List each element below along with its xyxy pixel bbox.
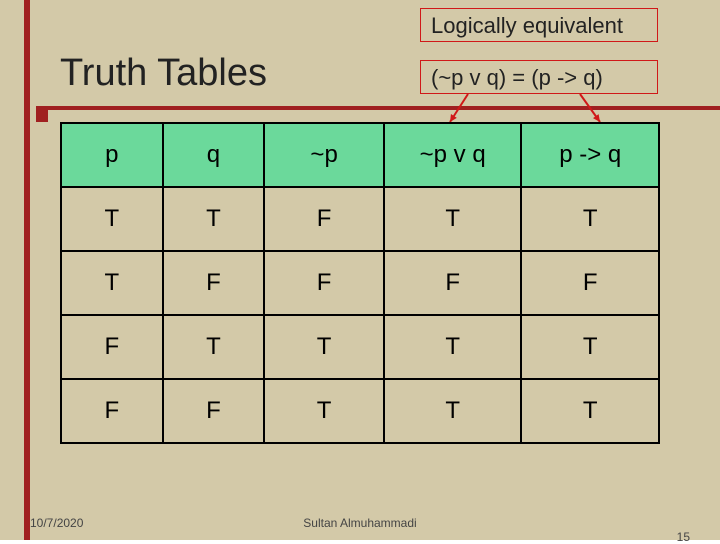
table-cell: F — [384, 251, 522, 315]
table-cell: T — [264, 315, 384, 379]
table-body: TTFTTTFFFFFTTTTFFTTT — [61, 187, 659, 443]
table-header-cell: ~p v q — [384, 123, 522, 187]
table-cell: T — [521, 379, 659, 443]
callout-equation: (~p v q) = (p -> q) — [420, 60, 658, 94]
table-header-cell: q — [163, 123, 265, 187]
table-cell: T — [264, 379, 384, 443]
callout-logically-equivalent: Logically equivalent — [420, 8, 658, 42]
footer-author: Sultan Almuhammadi — [0, 516, 720, 530]
table-cell: F — [163, 251, 265, 315]
table-cell: F — [521, 251, 659, 315]
table-cell: T — [163, 187, 265, 251]
table-cell: T — [61, 251, 163, 315]
slide-footer: 10/7/2020 Sultan Almuhammadi 15 — [0, 516, 720, 530]
table-header-cell: p -> q — [521, 123, 659, 187]
truth-table-container: pq~p~p v qp -> q TTFTTTFFFFFTTTTFFTTT — [60, 122, 660, 444]
table-cell: F — [61, 379, 163, 443]
table-cell: F — [264, 251, 384, 315]
table-row: FFTTT — [61, 379, 659, 443]
table-cell: T — [61, 187, 163, 251]
table-row: FTTTT — [61, 315, 659, 379]
table-cell: F — [264, 187, 384, 251]
accent-horizontal-bar — [36, 106, 720, 110]
accent-square — [36, 110, 48, 122]
table-header-cell: ~p — [264, 123, 384, 187]
footer-page-number: 15 — [677, 530, 690, 544]
truth-table: pq~p~p v qp -> q TTFTTTFFFFFTTTTFFTTT — [60, 122, 660, 444]
footer-date: 10/7/2020 — [30, 516, 83, 530]
table-cell: F — [61, 315, 163, 379]
table-cell: T — [384, 315, 522, 379]
table-cell: T — [521, 187, 659, 251]
slide-title: Truth Tables — [60, 52, 267, 95]
table-cell: T — [384, 187, 522, 251]
table-header-cell: p — [61, 123, 163, 187]
table-cell: T — [163, 315, 265, 379]
table-cell: T — [384, 379, 522, 443]
table-row: TTFTT — [61, 187, 659, 251]
accent-vertical-bar — [24, 0, 30, 540]
table-cell: T — [521, 315, 659, 379]
table-row: TFFFF — [61, 251, 659, 315]
table-cell: F — [163, 379, 265, 443]
table-header-row: pq~p~p v qp -> q — [61, 123, 659, 187]
